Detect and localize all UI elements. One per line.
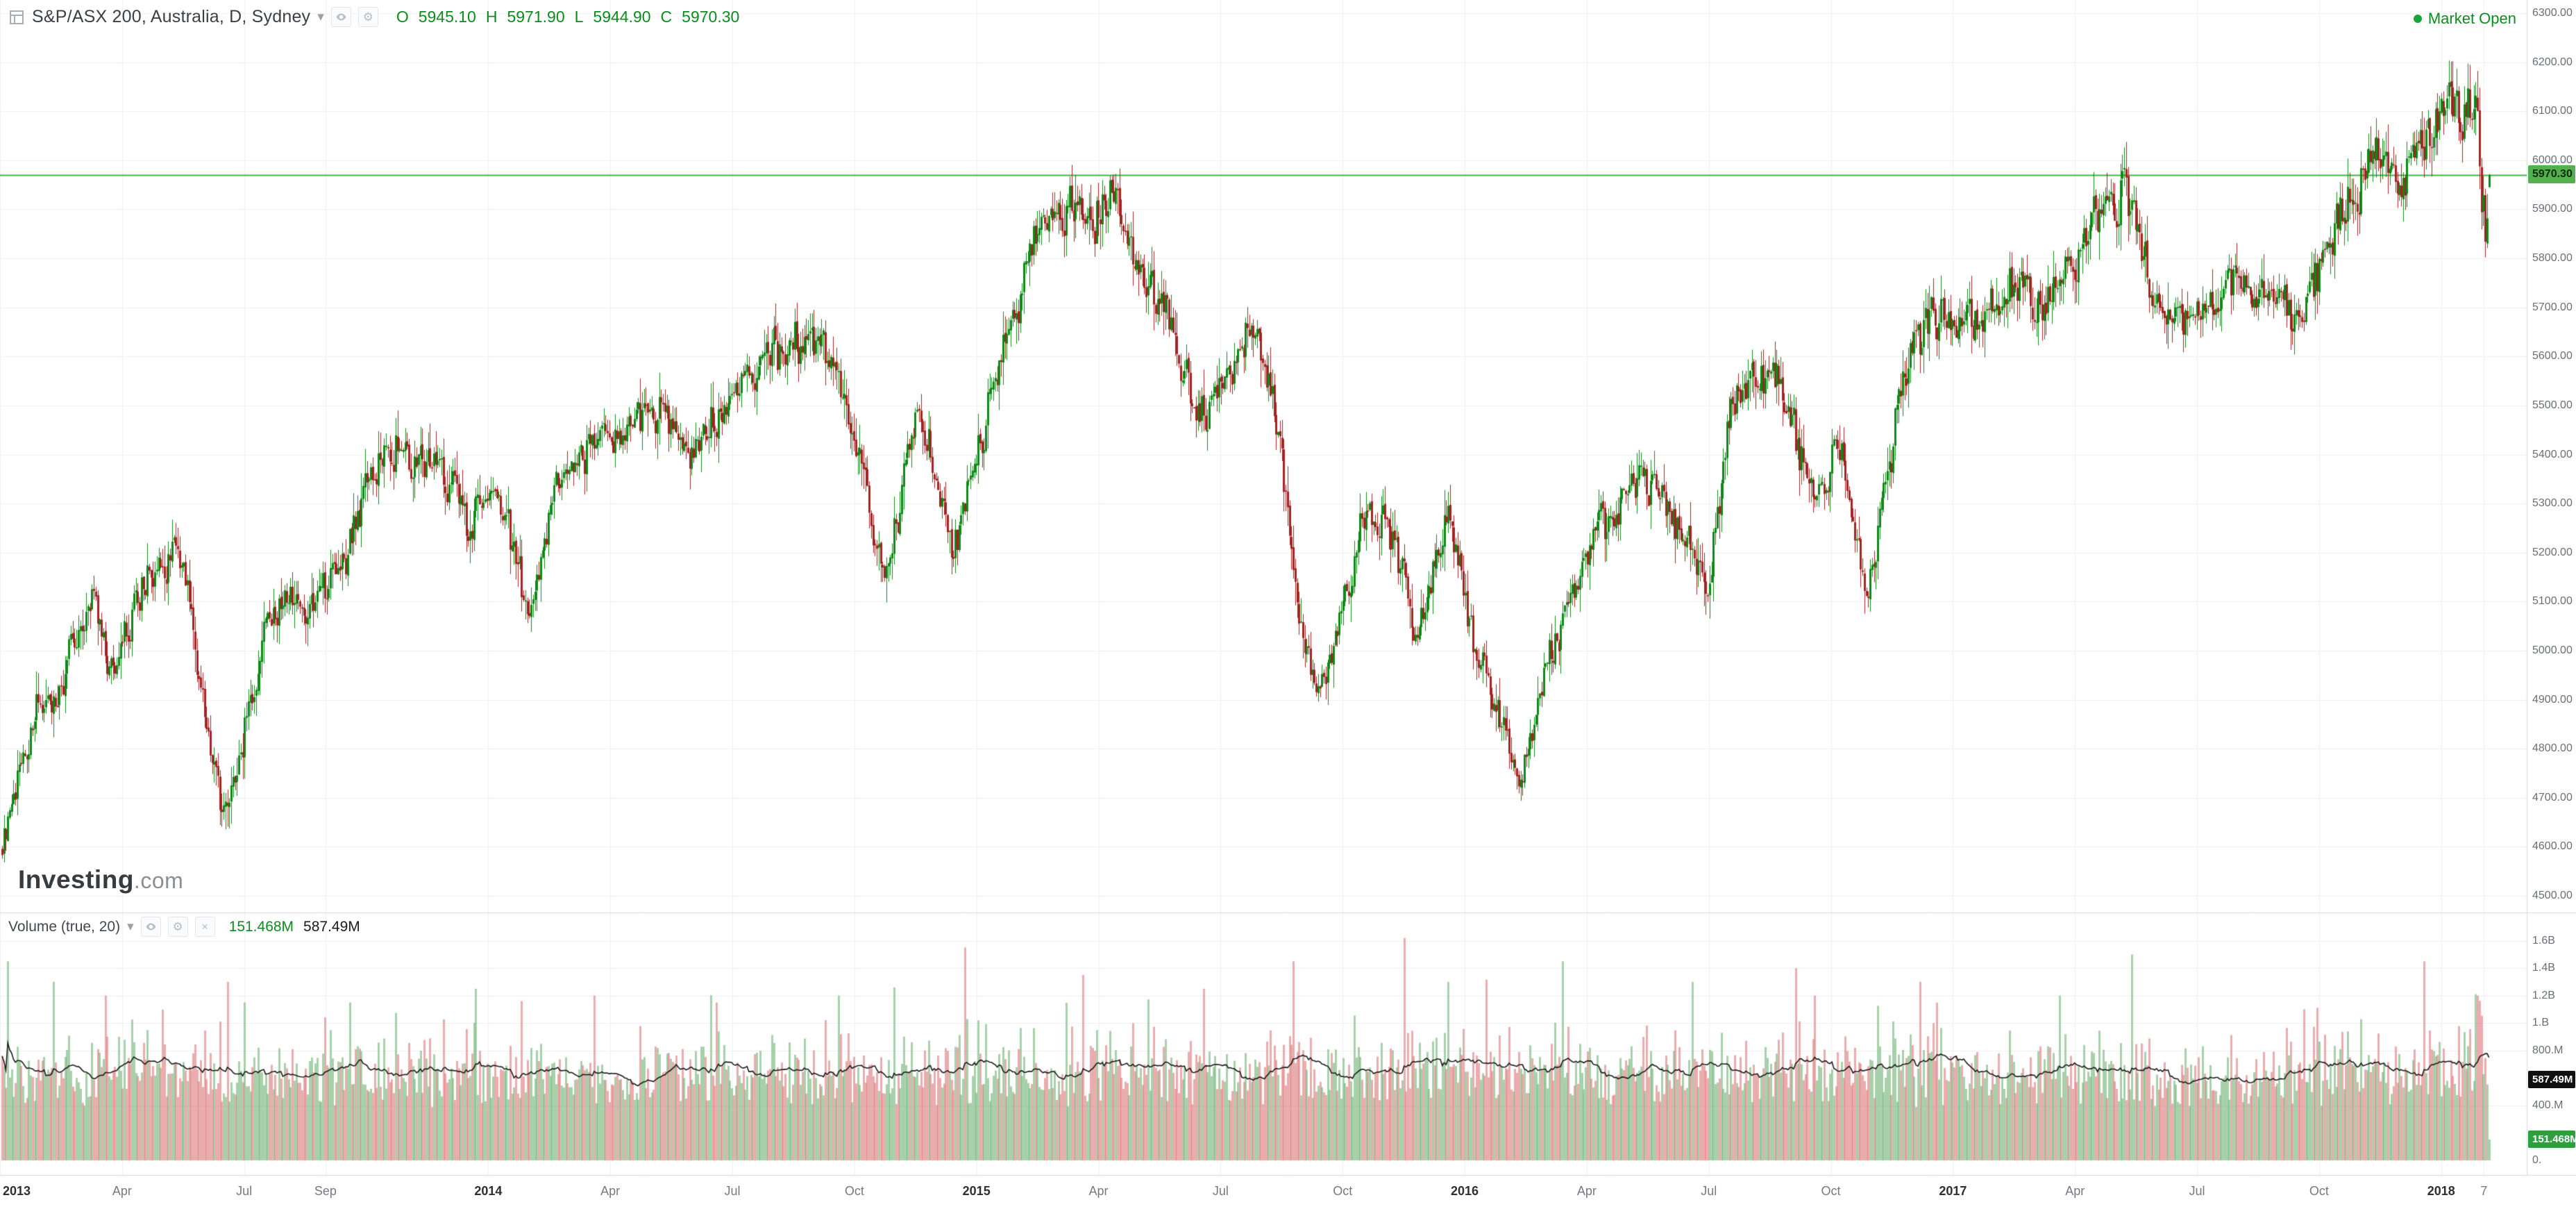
time-axis-tick: Jul — [2189, 1184, 2205, 1198]
price-axis-tick: 6200.00 — [2532, 56, 2573, 68]
time-axis[interactable]: 2013 Apr Jul Sep 2014 Apr Jul Oct 2015 Apr Jul Oct 2… — [0, 1176, 2576, 1209]
low-label: L — [574, 8, 584, 26]
price-axis-tick: 6300.00 — [2532, 7, 2573, 19]
menu-icon[interactable] — [8, 9, 25, 26]
settings-gear-icon[interactable]: ⚙ — [357, 7, 378, 27]
volume-axis-tick: 0. — [2532, 1154, 2542, 1166]
close-label: C — [660, 8, 673, 26]
high-value: 5971.90 — [507, 8, 565, 26]
time-axis-tick: Oct — [1821, 1184, 1841, 1198]
price-axis-tick: 5600.00 — [2532, 350, 2573, 362]
market-status: Market Open — [2413, 10, 2516, 28]
settings-gear-icon[interactable]: ⚙ — [167, 917, 188, 937]
time-axis-tick: Apr — [2065, 1184, 2085, 1198]
chevron-down-icon[interactable]: ▾ — [317, 10, 324, 24]
price-axis-tick: 4700.00 — [2532, 791, 2573, 803]
eye-icon[interactable] — [140, 917, 161, 937]
time-axis-tick: Jul — [724, 1184, 741, 1198]
open-label: O — [396, 8, 409, 26]
status-dot-icon — [2413, 15, 2422, 23]
time-axis-tick: Jul — [1212, 1184, 1229, 1198]
price-axis-tick: 5900.00 — [2532, 203, 2573, 215]
price-axis-tick: 5700.00 — [2532, 301, 2573, 313]
time-axis-tick: Sep — [314, 1184, 337, 1198]
price-axis-tick: 5500.00 — [2532, 399, 2573, 411]
volume-axis-tick: 800.M — [2532, 1044, 2564, 1056]
ohlc-readout: O 5945.10 H 5971.90 L 5944.90 C 5970.30 — [396, 8, 740, 26]
symbol-title[interactable]: S&P/ASX 200, Australia, D, Sydney — [32, 7, 311, 26]
price-axis-tick: 6100.00 — [2532, 105, 2573, 117]
investing-watermark: Investing.com — [18, 865, 183, 894]
price-axis-tick: 6000.00 — [2532, 153, 2573, 166]
last-price-badge: 5970.30 — [2528, 165, 2575, 183]
volume-axis-tick: 1.2B — [2532, 989, 2555, 1001]
volume-current-value: 151.468M — [228, 918, 294, 935]
time-axis-tick: 2013 — [3, 1184, 31, 1198]
chevron-down-icon[interactable]: ▾ — [127, 919, 134, 934]
market-status-label: Market Open — [2427, 10, 2516, 27]
time-axis-tick: Apr — [600, 1184, 621, 1198]
price-axis-tick: 4800.00 — [2532, 742, 2573, 755]
time-axis-tick: 2014 — [474, 1184, 503, 1198]
time-axis-tick: 7 — [2480, 1184, 2488, 1198]
time-axis-tick: Apr — [1088, 1184, 1109, 1198]
volume-current-badge: 151.468M — [2528, 1131, 2576, 1149]
low-value: 5944.90 — [593, 8, 651, 26]
time-axis-tick: 2015 — [962, 1184, 991, 1198]
price-axis-tick: 5800.00 — [2532, 252, 2573, 265]
time-axis-tick: Oct — [1333, 1184, 1353, 1198]
price-axis-tick: 5300.00 — [2532, 497, 2573, 510]
volume-axis-tick: 1.4B — [2532, 962, 2555, 974]
time-axis-tick: Oct — [844, 1184, 864, 1198]
time-axis-tick: Apr — [1576, 1184, 1597, 1198]
price-axis-tick: 4500.00 — [2532, 890, 2573, 901]
time-axis-tick: 2018 — [2427, 1184, 2455, 1198]
time-axis-tick: 2016 — [1451, 1184, 1479, 1198]
volume-ma-badge: 587.49M — [2528, 1070, 2575, 1088]
close-icon[interactable]: × — [194, 917, 215, 937]
volume-legend: Volume (true, 20) ▾ ⚙ × 151.468M 587.49M — [8, 917, 360, 937]
time-axis-tick: Apr — [112, 1184, 132, 1198]
high-label: H — [485, 8, 498, 26]
eye-icon[interactable] — [330, 7, 351, 27]
time-axis-tick: 2017 — [1939, 1184, 1967, 1198]
volume-ma-value: 587.49M — [303, 918, 360, 935]
time-axis-tick: Oct — [2309, 1184, 2329, 1198]
price-axis[interactable]: 6300.00 6200.00 6100.00 6000.00 5900.00 5800.… — [2527, 0, 2576, 1175]
watermark-brand: Investing — [18, 865, 134, 894]
price-axis-tick: 4600.00 — [2532, 840, 2573, 853]
price-axis-tick: 5400.00 — [2532, 448, 2573, 460]
time-axis-tick: Jul — [1701, 1184, 1717, 1198]
price-axis-tick: 5200.00 — [2532, 546, 2573, 558]
volume-axis-tick: 1.6B — [2532, 934, 2555, 947]
price-axis-tick: 5100.00 — [2532, 595, 2573, 608]
price-axis-tick: 5000.00 — [2532, 644, 2573, 656]
volume-axis-tick: 400.M — [2532, 1099, 2564, 1111]
close-value: 5970.30 — [682, 8, 740, 26]
price-axis-tick: 4900.00 — [2532, 693, 2573, 706]
volume-axis-tick: 1.B — [2532, 1017, 2550, 1029]
open-value: 5945.10 — [418, 8, 476, 26]
volume-legend-title[interactable]: Volume (true, 20) — [8, 918, 121, 935]
watermark-suffix: .com — [133, 868, 184, 893]
volume-axis[interactable]: 1.6B 1.4B 1.2B 1.B 800.M 400.M 0. 587.49M 151.46… — [2527, 0, 2576, 1175]
time-axis-tick: Jul — [236, 1184, 253, 1198]
